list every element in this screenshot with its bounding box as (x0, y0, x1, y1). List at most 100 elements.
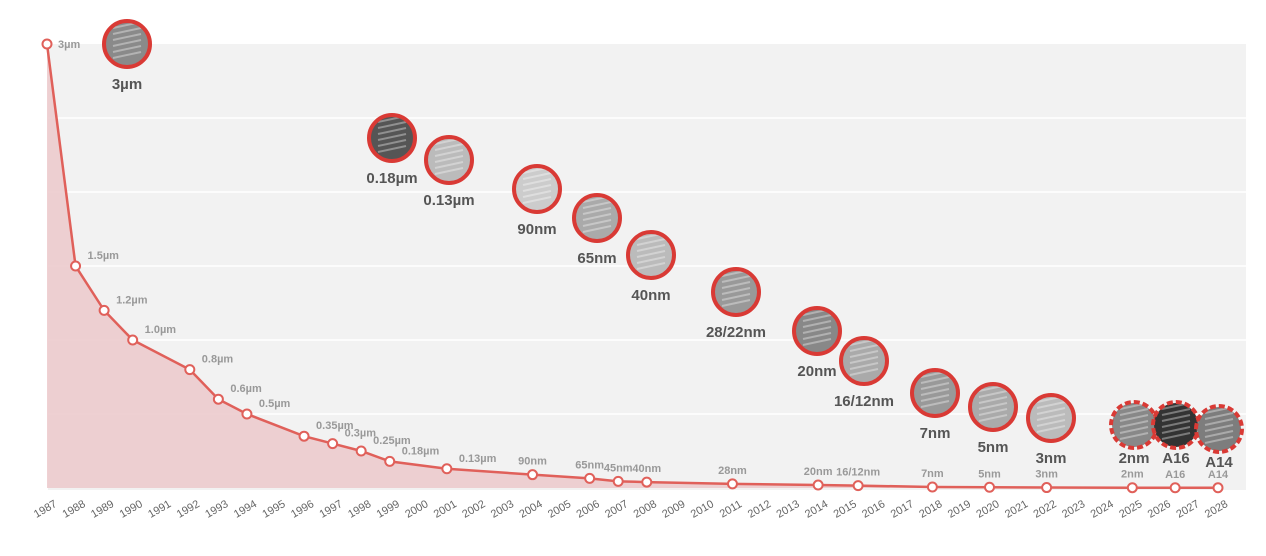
image-texture (849, 344, 879, 352)
image-texture (377, 145, 407, 153)
node-image-label: 3µm (112, 76, 142, 93)
image-texture (721, 281, 751, 289)
x-tick-label: 2010 (689, 498, 716, 521)
image-texture (522, 190, 552, 198)
data-label: 2nm (1121, 469, 1144, 481)
x-tick-label: 2024 (1089, 498, 1116, 521)
image-texture (636, 244, 666, 252)
x-tick-label: 2015 (832, 498, 859, 521)
x-tick-label: 2028 (1203, 498, 1230, 521)
image-texture (920, 388, 950, 396)
data-point (241, 408, 253, 420)
data-point (70, 260, 82, 272)
data-label: 3µm (58, 39, 80, 51)
data-point (98, 304, 110, 316)
data-label: A14 (1208, 469, 1229, 481)
node-image-label: 2nm (1119, 450, 1150, 467)
image-texture (522, 196, 552, 204)
x-tick-label: 2003 (489, 498, 516, 521)
node-image-label: A16 (1162, 450, 1190, 467)
data-label: 0.6µm (230, 383, 262, 395)
image-texture (802, 314, 832, 322)
x-tick-label: 2009 (660, 498, 687, 521)
node-image (629, 233, 673, 277)
x-tick-label: 2022 (1032, 498, 1059, 521)
data-label: 0.5µm (259, 398, 291, 410)
data-point (852, 480, 864, 492)
image-texture (1036, 413, 1066, 421)
x-tick-label: 1992 (175, 498, 202, 521)
x-tick-label: 1996 (289, 498, 316, 521)
data-label: 7nm (921, 468, 944, 480)
node-image-ring (1026, 393, 1076, 443)
x-tick-label: 2002 (460, 498, 487, 521)
image-texture (377, 121, 407, 129)
data-label: 90nm (518, 456, 547, 468)
x-tick-label: 1988 (60, 498, 87, 521)
image-texture (377, 133, 407, 141)
image-texture (434, 143, 464, 151)
image-texture (522, 178, 552, 186)
x-tick-label: 1995 (260, 498, 287, 521)
image-texture (920, 382, 950, 390)
data-label: 16/12nm (836, 467, 880, 479)
image-texture (434, 155, 464, 163)
x-tick-label: 2018 (917, 498, 944, 521)
data-point (41, 38, 53, 50)
x-tick-label: 2026 (1146, 498, 1173, 521)
data-point (984, 481, 996, 493)
x-tick-label: 2000 (403, 498, 430, 521)
x-tick-label: 2006 (575, 498, 602, 521)
x-tick-label: 2023 (1060, 498, 1087, 521)
image-texture (802, 338, 832, 346)
data-label: 45nm (604, 462, 633, 474)
node-image (842, 339, 886, 383)
node-image (1029, 396, 1073, 440)
x-tick-label: 2012 (746, 498, 773, 521)
x-tick-label: 2017 (889, 498, 916, 521)
image-texture (112, 27, 142, 35)
image-texture (978, 402, 1008, 410)
node-image (575, 196, 619, 240)
data-point (1169, 482, 1181, 494)
x-tick-label: 2027 (1174, 498, 1201, 521)
data-label: 0.18µm (402, 445, 440, 457)
image-texture (920, 400, 950, 408)
image-texture (582, 213, 612, 221)
image-texture (434, 161, 464, 169)
image-texture (1204, 412, 1234, 420)
x-tick-label: 2011 (718, 498, 744, 520)
image-texture (849, 356, 879, 364)
image-texture (1161, 414, 1191, 422)
x-tick-label: 1990 (118, 498, 145, 521)
node-image-label: 90nm (517, 221, 556, 238)
x-tick-label: 1993 (203, 498, 230, 521)
node-image (370, 116, 414, 160)
image-texture (849, 368, 879, 376)
x-tick-label: 1998 (346, 498, 373, 521)
node-image-ring (839, 336, 889, 386)
x-tick-label: 2013 (774, 498, 801, 521)
node-image-ring (1194, 404, 1244, 454)
image-texture (1161, 408, 1191, 416)
node-image-label: 0.13µm (423, 192, 474, 209)
image-texture (582, 225, 612, 233)
data-point (298, 430, 310, 442)
node-image-ring (572, 193, 622, 243)
x-tick-label: 1987 (32, 498, 59, 521)
image-texture (721, 299, 751, 307)
image-texture (636, 250, 666, 258)
data-point (527, 469, 539, 481)
image-texture (636, 262, 666, 270)
image-texture (721, 287, 751, 295)
node-image-label: A14 (1205, 454, 1233, 471)
data-point (1126, 482, 1138, 494)
x-tick-label: 1989 (89, 498, 116, 521)
data-label: A16 (1165, 469, 1185, 481)
node-image-label: 16/12nm (834, 393, 894, 410)
node-image (971, 385, 1015, 429)
x-tick-label: 2020 (974, 498, 1001, 521)
node-image (1112, 403, 1156, 447)
